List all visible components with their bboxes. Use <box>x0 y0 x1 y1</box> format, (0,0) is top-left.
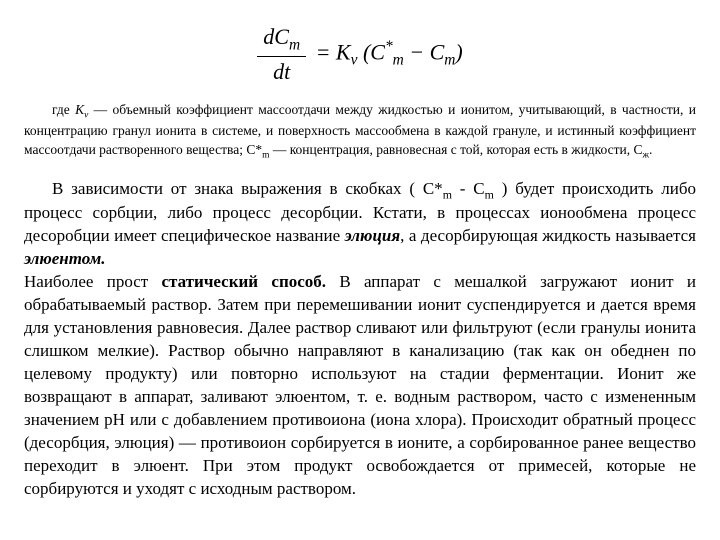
fraction-denominator: dt <box>257 57 306 87</box>
main-equation: dCm dt = Kv (C*m − Cm) <box>24 22 696 87</box>
equation-fraction: dCm dt <box>257 22 306 87</box>
body-paragraph-1: В зависимости от знака выражения в скобк… <box>24 178 696 271</box>
equation-rhs: = Kv (C*m − Cm) <box>312 37 463 72</box>
body-paragraph-2: Наиболее прост статический способ. В апп… <box>24 271 696 500</box>
fraction-numerator: dCm <box>257 22 306 57</box>
equation-note: где Kv — объемный коэффициент массоотдач… <box>24 101 696 162</box>
